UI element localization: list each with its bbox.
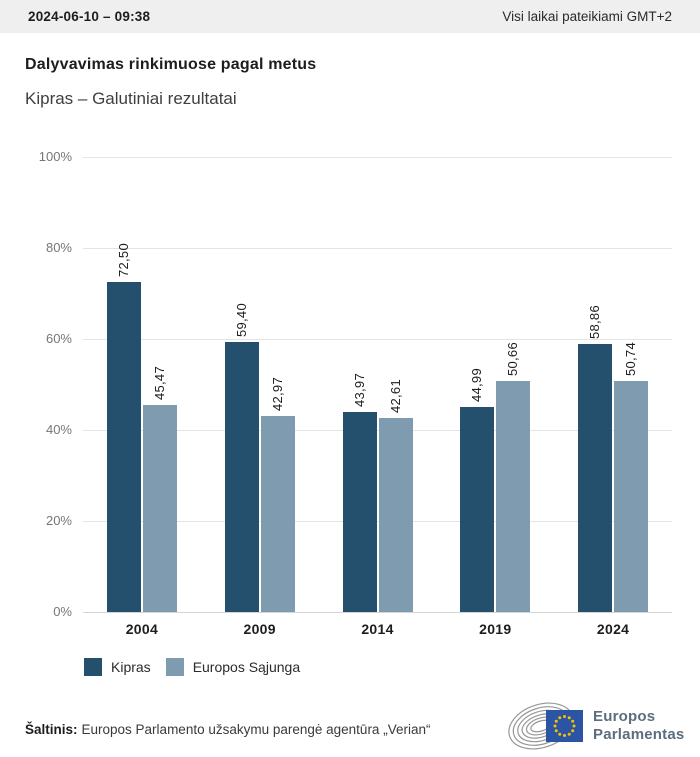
- legend-item-kipras: Kipras: [84, 658, 151, 676]
- bar-kipras-2004: [106, 282, 141, 612]
- bar-europos-sąjunga-2004: [142, 405, 177, 612]
- y-axis-tick-label: 80%: [45, 240, 72, 255]
- bar-kipras-2009: [224, 341, 259, 612]
- source-text: Europos Parlamento užsakymu parengė agen…: [81, 722, 431, 737]
- bar-value-label: 42,61: [387, 379, 403, 414]
- legend-swatch: [165, 658, 184, 676]
- chart-legend: Kipras Europos Sąjunga: [84, 658, 300, 676]
- bar-value-label: 44,99: [469, 368, 485, 403]
- bar-value-label: 50,66: [505, 342, 521, 377]
- europos-parlamentas-logo: Europos Parlamentas: [507, 697, 684, 754]
- gridline-40: [83, 430, 672, 431]
- gridline-60: [83, 339, 672, 340]
- bar-value-label: 59,40: [233, 302, 249, 337]
- source-note: Šaltinis: Europos Parlamento užsakymu par…: [25, 722, 430, 737]
- y-axis-tick-label: 60%: [45, 331, 72, 346]
- bar-value-label: 43,97: [351, 372, 367, 407]
- y-axis-tick-label: 40%: [45, 422, 72, 437]
- legend-label: Europos Sąjunga: [192, 659, 301, 675]
- bar-value-label: 58,86: [587, 305, 603, 340]
- y-axis-tick-label: 20%: [45, 513, 72, 528]
- gridline-20: [83, 521, 672, 522]
- ep-logo-text-line1: Europos: [593, 707, 656, 725]
- top-status-bar: 2024-06-10 – 09:38 Visi laikai pateikiam…: [0, 0, 700, 33]
- x-axis-tick-label: 2004: [125, 621, 159, 637]
- y-axis-tick-label: 0%: [53, 604, 72, 619]
- eu-flag-stars: [553, 715, 576, 737]
- source-label: Šaltinis:: [25, 722, 78, 737]
- x-axis-tick-label: 2009: [243, 621, 276, 637]
- bar-europos-sąjunga-2024: [614, 381, 649, 612]
- bar-kipras-2019: [460, 407, 495, 612]
- legend-swatch: [84, 658, 102, 676]
- ep-logo-text-line2: Parlamentas: [593, 725, 685, 743]
- bar-europos-sąjunga-2014: [378, 418, 413, 612]
- bar-kipras-2024: [578, 344, 613, 612]
- bar-value-label: 50,74: [623, 342, 639, 377]
- x-axis-tick-label: 2019: [479, 621, 512, 637]
- y-axis-tick-label: 100%: [38, 149, 72, 164]
- gridline-100: [83, 157, 672, 158]
- timezone-note: Visi laikai pateikiami GMT+2: [502, 9, 672, 24]
- legend-item-europos-sąjunga: Europos Sąjunga: [165, 658, 301, 676]
- bar-value-label: 45,47: [151, 366, 167, 401]
- report-datetime: 2024-06-10 – 09:38: [28, 9, 151, 24]
- bar-europos-sąjunga-2009: [260, 416, 295, 612]
- ep-logo-text: Europos Parlamentas: [593, 708, 684, 744]
- x-axis-tick-label: 2024: [596, 621, 630, 637]
- bar-kipras-2014: [342, 411, 377, 612]
- eu-flag: [546, 710, 583, 742]
- gridline-0: [83, 612, 672, 613]
- legend-label: Kipras: [111, 659, 151, 675]
- gridline-80: [83, 248, 672, 249]
- page-subtitle: Kipras – Galutiniai rezultatai: [25, 89, 237, 108]
- x-axis-tick-label: 2014: [361, 621, 394, 637]
- ep-hemicycle-flag-icon: [508, 702, 583, 750]
- bar-value-label: 42,97: [269, 377, 285, 412]
- page-title: Dalyvavimas rinkimuose pagal metus: [25, 56, 317, 73]
- bar-value-label: 72,50: [115, 243, 131, 278]
- bar-europos-sąjunga-2019: [496, 381, 531, 612]
